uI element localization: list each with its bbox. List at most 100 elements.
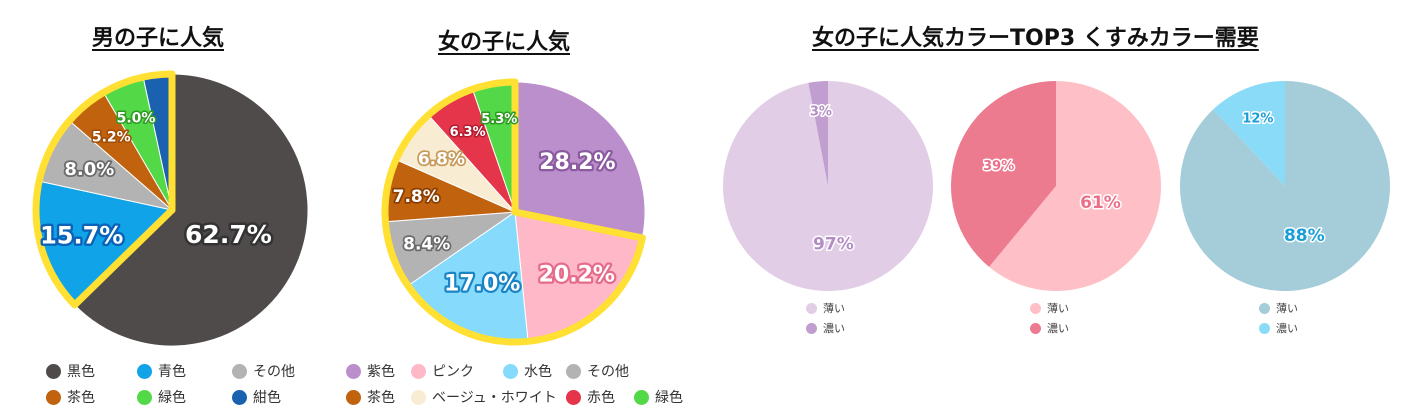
legend-label: 薄い — [1047, 302, 1069, 315]
legend-label: 青色 — [158, 364, 186, 380]
legend-label: 赤色 — [587, 390, 615, 406]
legend-label: 茶色 — [67, 390, 95, 406]
pie-chart-4: 61% 39% — [951, 81, 1162, 292]
legend-item-girls: 緑色 — [634, 387, 683, 407]
value-label-緑色: 5.3% — [481, 112, 517, 127]
slice-薄い — [722, 81, 933, 291]
legend-item-boys: 紺色 — [232, 387, 281, 407]
pie-border-radial — [71, 206, 176, 309]
legend-swatch — [346, 363, 361, 379]
legend-swatch — [411, 363, 426, 379]
legend-item-girls: ピンク — [411, 361, 474, 381]
legend-label: 茶色 — [367, 390, 395, 406]
pie-chart-2: 28.2% 20.2% 17.0% 8.4% 7.8% 6.8% 6.3%5.3% — [381, 78, 646, 346]
value-label-その他: 8.4% — [403, 234, 450, 254]
pie-chart-3: 97% 3% — [722, 81, 933, 291]
legend-label: 薄い — [823, 302, 845, 315]
slice-濃い — [1213, 81, 1285, 186]
value-label-ベージュ・ホワイト: 6.8% — [418, 150, 465, 170]
dull-color-group-title: 女の子に人気カラーTOP3 くすみカラー需要 — [812, 26, 1259, 51]
legend-label: 濃い — [1276, 322, 1298, 335]
legend-swatch — [1030, 302, 1041, 314]
legend-swatch — [806, 302, 817, 314]
pie-border-radial — [511, 208, 646, 242]
pie-border-ring — [32, 70, 173, 308]
legend-swatch — [411, 389, 426, 405]
legend-label: 緑色 — [655, 390, 683, 406]
value-label-薄い: 61% — [1080, 193, 1121, 213]
value-label-緑色: 5.0% — [117, 111, 156, 127]
legend-item-girls: 紫色 — [346, 361, 395, 381]
legend-item-dull: 濃い — [1259, 320, 1298, 336]
legend-swatch — [232, 389, 247, 405]
value-label-水色: 17.0% — [444, 272, 520, 297]
legend-item-boys: 茶色 — [46, 387, 95, 407]
legend-swatch — [634, 389, 649, 405]
girls-chart-title: 女の子に人気 — [438, 30, 571, 55]
legend-swatch — [566, 363, 581, 379]
legend-label: 水色 — [524, 364, 552, 380]
value-label-濃い: 3% — [810, 104, 832, 119]
legend-label: ベージュ・ホワイト — [432, 390, 557, 406]
legend-label: その他 — [253, 364, 295, 380]
legend-item-girls: 赤色 — [566, 387, 615, 407]
value-label-赤色: 6.3% — [450, 125, 486, 140]
legend-swatch — [346, 389, 361, 405]
legend-swatch — [232, 363, 247, 379]
pie-chart-5: 88% 12% — [1179, 81, 1390, 291]
slice-薄い — [989, 81, 1162, 292]
legend-swatch — [46, 389, 61, 405]
legend-label: 薄い — [1276, 302, 1298, 315]
value-label-濃い: 12% — [1242, 111, 1273, 126]
legend-item-dull: 薄い — [1259, 300, 1298, 316]
value-label-茶色: 5.2% — [92, 130, 131, 146]
legend-item-boys: 黒色 — [46, 361, 95, 381]
legend-item-dull: 濃い — [1030, 320, 1069, 336]
legend-swatch — [1259, 302, 1270, 314]
value-label-薄い: 97% — [813, 235, 854, 255]
legend-label: 紫色 — [367, 364, 395, 380]
value-label-黒色: 62.7% — [185, 220, 272, 249]
legend-swatch — [137, 363, 152, 379]
legend-label: 濃い — [1047, 322, 1069, 335]
legend-swatch — [137, 389, 152, 405]
legend-label: 紺色 — [253, 390, 281, 406]
value-label-薄い: 88% — [1284, 226, 1325, 246]
legend-item-boys: 青色 — [137, 361, 186, 381]
slice-黒色 — [73, 73, 309, 347]
slice-濃い — [808, 81, 828, 186]
legend-swatch — [503, 363, 518, 379]
slice-薄い — [1179, 81, 1390, 291]
legend-label: 黒色 — [67, 364, 95, 380]
legend-item-boys: その他 — [232, 361, 295, 381]
value-label-ピンク: 20.2% — [539, 263, 615, 288]
legend-label: 濃い — [823, 322, 845, 335]
legend-item-boys: 緑色 — [137, 387, 186, 407]
legend-item-dull: 薄い — [1030, 300, 1069, 316]
pie-chart-1: 62.7% 15.7% 8.0% 5.2% 5.0% — [32, 70, 309, 347]
value-label-紫色: 28.2% — [539, 150, 615, 175]
value-label-茶色: 7.8% — [393, 187, 440, 207]
slice-濃い — [951, 81, 1056, 267]
legend-label: 緑色 — [158, 390, 186, 406]
boys-chart-title: 男の子に人気 — [92, 26, 225, 51]
legend-item-girls: 茶色 — [346, 387, 395, 407]
legend-swatch — [1030, 322, 1041, 334]
value-label-濃い: 39% — [983, 159, 1014, 174]
legend-item-girls: ベージュ・ホワイト — [411, 387, 557, 407]
legend-item-girls: 水色 — [503, 361, 552, 381]
legend-swatch — [46, 363, 61, 379]
legend-item-dull: 濃い — [806, 320, 845, 336]
value-label-青色: 15.7% — [40, 221, 123, 249]
legend-swatch — [1259, 322, 1270, 334]
legend-item-dull: 薄い — [806, 300, 845, 316]
legend-label: その他 — [587, 364, 629, 380]
legend-swatch — [806, 322, 817, 334]
legend-item-girls: その他 — [566, 361, 629, 381]
legend-label: ピンク — [432, 364, 474, 380]
value-label-その他: 8.0% — [64, 159, 114, 180]
legend-swatch — [566, 389, 581, 405]
pie-border-ring — [381, 78, 646, 346]
slice-紫色 — [514, 81, 646, 239]
